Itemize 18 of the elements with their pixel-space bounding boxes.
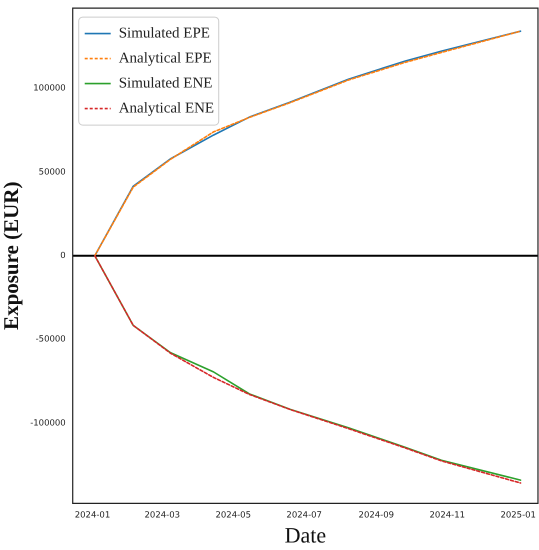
y-tick-label: -100000 <box>30 418 66 428</box>
x-tick-label: 2024-09 <box>358 510 394 521</box>
x-tick-label: 2024-07 <box>286 510 322 521</box>
x-tick-label: 2024-05 <box>215 510 251 521</box>
x-tick-label: 2025-01 <box>500 510 536 521</box>
y-tick-label: -50000 <box>36 334 66 345</box>
x-tick-label: 2024-11 <box>429 510 466 521</box>
x-axis-title: Date <box>284 522 326 548</box>
y-axis-title: Exposure (EUR) <box>0 182 24 330</box>
y-tick-label: 50000 <box>38 167 66 178</box>
y-tick-label: 100000 <box>33 84 66 94</box>
x-tick-label: 2024-03 <box>144 510 180 521</box>
legend-label: Analytical ENE <box>118 100 214 117</box>
y-tick-label: 0 <box>60 250 66 261</box>
legend-label: Simulated EPE <box>118 26 210 42</box>
legend-label: Analytical EPE <box>118 50 212 67</box>
x-tick-label: 2024-01 <box>74 510 110 521</box>
legend-label: Simulated ENE <box>118 76 212 92</box>
